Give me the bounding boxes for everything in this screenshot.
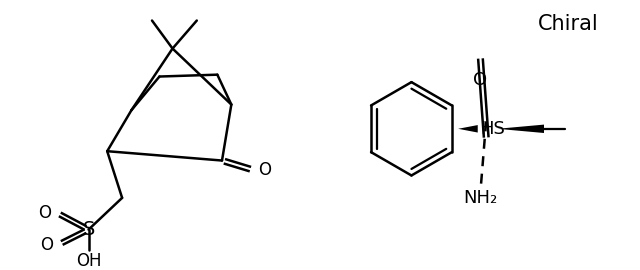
Text: OH: OH	[76, 252, 101, 270]
Text: HS: HS	[481, 120, 506, 138]
Polygon shape	[497, 124, 544, 133]
Text: O: O	[474, 71, 488, 89]
Polygon shape	[458, 125, 477, 133]
Text: O: O	[259, 161, 271, 179]
Text: O: O	[38, 204, 51, 222]
Text: Chiral: Chiral	[538, 14, 598, 34]
Text: S: S	[83, 220, 95, 239]
Text: NH₂: NH₂	[463, 188, 498, 207]
Text: O: O	[40, 235, 53, 254]
